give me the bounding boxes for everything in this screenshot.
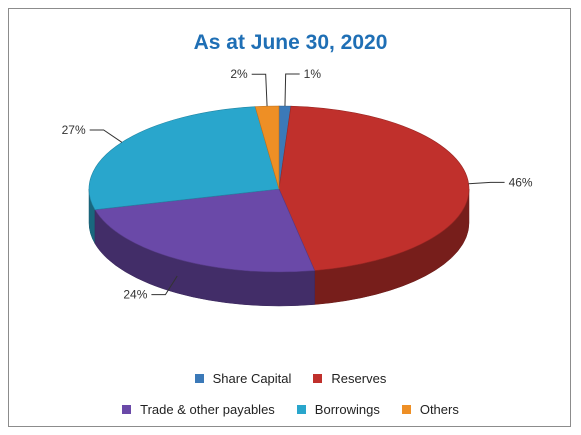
pie-slice-trade-other-payables [94, 188, 316, 273]
legend-item-share-capital: Share Capital [194, 371, 292, 386]
legend-label-borrowings: Borrowings [314, 402, 380, 417]
legend-swatch-borrowings [296, 405, 306, 414]
leader-line-trade-other-payables [151, 275, 178, 296]
pie-top-faces [88, 105, 470, 273]
legend-item-trade-payables: Trade & other payables [122, 402, 275, 417]
legend-swatch-others [401, 405, 411, 414]
legend-label-others: Others [419, 402, 459, 417]
pie-chart: 1% 46% 24% 27% 2% [62, 67, 533, 307]
chart-frame: As at June 30, 2020 1% 46% 24% 27% 2% Share … [8, 8, 571, 427]
leader-line-share-capital [284, 73, 300, 107]
chart-title: As at June 30, 2020 [193, 31, 388, 54]
legend-swatch-trade-payables [122, 405, 132, 414]
legend-row-1: Share Capital Reserves [9, 371, 572, 386]
leader-line-reserves [468, 181, 505, 185]
pie-labels: 1% 46% 24% 27% 2% [62, 67, 533, 302]
legend-swatch-share-capital [194, 374, 204, 383]
legend-item-borrowings: Borrowings [296, 402, 380, 417]
pie-slice-borrowings [88, 106, 280, 210]
leader-line-others [251, 73, 268, 107]
legend-row-2: Trade & other payables Borrowings Others [9, 402, 572, 417]
legend-swatch-reserves [313, 374, 323, 383]
pie-slice-others [254, 105, 280, 190]
data-label-trade-other-payables: 24% [123, 288, 147, 302]
legend-item-reserves: Reserves [313, 371, 386, 386]
legend-label-reserves: Reserves [331, 371, 387, 386]
legend-item-others: Others [401, 402, 459, 417]
data-label-borrowings: 27% [62, 123, 86, 137]
legend-label-trade-payables: Trade & other payables [140, 402, 275, 417]
data-label-share-capital: 1% [304, 67, 322, 81]
data-label-reserves: 46% [509, 175, 533, 189]
legend-label-share-capital: Share Capital [212, 371, 292, 386]
leader-line-borrowings [89, 129, 123, 143]
data-label-others: 2% [230, 67, 248, 81]
